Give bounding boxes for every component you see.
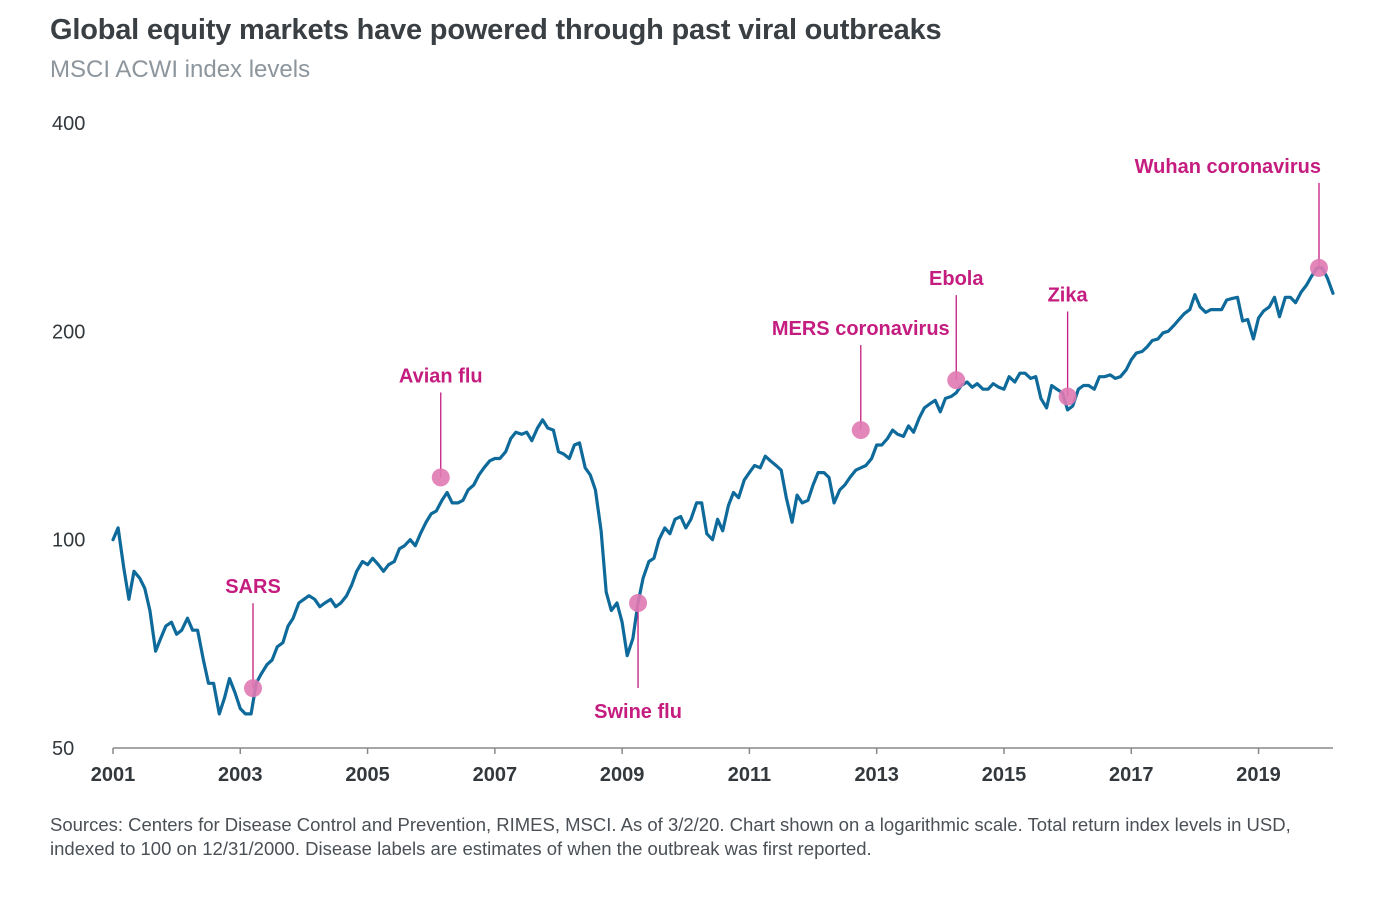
annotation: Wuhan coronavirus [1135,156,1328,277]
series-layer [111,266,1335,716]
x-tick-label: 2019 [1236,764,1281,786]
annotation-marker [851,421,870,440]
series-line [111,266,1335,716]
annotation-marker [1309,258,1328,277]
y-tick-label: 400 [52,113,85,135]
annotation-marker [947,371,966,390]
annotation-label: Swine flu [594,701,682,723]
chart-subtitle: MSCI ACWI index levels [50,56,311,83]
x-tick-label: 2001 [91,764,136,786]
annotation-label: SARS [225,576,281,598]
y-tick-label: 100 [52,530,85,552]
y-axis: 50 100 200 400 [52,113,85,760]
annotation-marker [244,679,263,698]
annotation-label: Ebola [929,268,984,290]
annotation-marker [431,468,450,487]
x-tick-label: 2017 [1109,764,1154,786]
y-tick-label: 50 [52,738,74,760]
chart-title: Global equity markets have powered throu… [50,14,942,46]
x-tick-label: 2013 [854,764,899,786]
annotation: MERS coronavirus [772,318,950,440]
annotation-layer: SARS Avian flu Swine flu MERS coronavirus Eb… [225,156,1328,723]
annotation-marker [629,594,648,613]
annotation: Zika [1048,285,1089,406]
x-tick-label: 2005 [345,764,390,786]
x-tick-label: 2015 [982,764,1027,786]
x-tick-label: 2011 [728,764,771,786]
annotation-label: MERS coronavirus [772,318,950,340]
annotation-marker [1058,387,1077,406]
annotation-label: Avian flu [399,365,483,387]
y-tick-label: 200 [52,321,85,343]
annotation-label: Wuhan coronavirus [1135,156,1321,178]
x-tick-label: 2007 [473,764,518,786]
source-note: Sources: Centers for Disease Control and… [50,814,1291,859]
x-axis: 2001 2003 2005 2007 2009 2011 2013 2015 2017 2019 [91,747,1333,786]
annotation: Avian flu [399,365,483,487]
x-tick-label: 2003 [218,764,263,786]
annotation: Swine flu [594,594,682,723]
annotation: SARS [225,576,281,698]
x-tick-label: 2009 [600,764,645,786]
annotation-label: Zika [1048,285,1089,307]
annotation: Ebola [929,268,984,390]
